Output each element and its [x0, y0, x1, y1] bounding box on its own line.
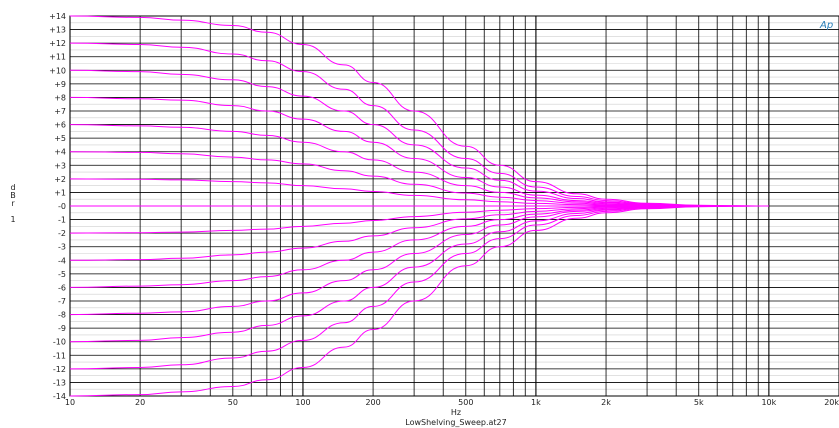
x-tick-label: 10k	[761, 398, 776, 407]
y-axis-label: dBr 1	[10, 183, 16, 224]
y-tick-label: -10	[53, 338, 66, 347]
y-tick-labels: +14 +13 +12 +11 +10 +9 +8 +7 +6 +5 +4 +3 +2 +1 -0 -1 -2 -…	[49, 12, 66, 401]
series-line-0	[69, 15, 769, 207]
x-tick-label: 20k	[824, 398, 839, 407]
y-tick-label: +7	[54, 107, 66, 116]
y-tick-label: -3	[58, 243, 66, 252]
x-axis-label: Hz	[451, 408, 461, 417]
x-tick-label: 20	[135, 398, 145, 407]
y-tick-label: +9	[54, 80, 66, 89]
x-tick-label: 200	[365, 398, 380, 407]
y-axis-label-char: r	[11, 199, 15, 208]
y-axis-label-char: 1	[10, 215, 15, 224]
y-tick-label: +6	[54, 121, 66, 130]
x-tick-label: 100	[295, 398, 310, 407]
y-tick-label: +12	[49, 39, 66, 48]
y-tick-label: -11	[53, 351, 66, 360]
x-tick-label: 2k	[601, 398, 611, 407]
y-tick-label: -14	[53, 392, 66, 401]
y-tick-label: -5	[58, 270, 66, 279]
y-tick-label: -9	[58, 324, 66, 333]
y-axis-label-char: d	[10, 183, 15, 192]
y-tick-label: -7	[58, 297, 66, 306]
y-tick-label: -0	[58, 202, 66, 211]
chart-filename: LowShelving_Sweep.at27	[405, 418, 506, 427]
y-tick-label: +1	[54, 188, 66, 197]
y-tick-label: +4	[54, 148, 66, 157]
y-tick-label: +3	[54, 161, 66, 170]
y-tick-label: +8	[54, 93, 66, 102]
y-tick-label: -8	[58, 311, 66, 320]
series-line-13	[69, 205, 769, 370]
y-tick-label: +11	[49, 53, 66, 62]
series-lines	[69, 15, 769, 397]
y-tick-label: -6	[58, 283, 66, 292]
y-tick-label: +13	[49, 26, 66, 35]
x-tick-labels: 10 20 50 100 200 500 1k 2k 5k 10k 20k	[65, 398, 839, 407]
y-tick-label: +2	[54, 175, 66, 184]
y-tick-label: -2	[58, 229, 66, 238]
y-tick-label: +5	[54, 134, 66, 143]
x-tick-label: 5k	[694, 398, 704, 407]
x-tick-label: 500	[458, 398, 473, 407]
y-axis-label-char: B	[10, 191, 16, 200]
y-tick-label: -13	[53, 378, 66, 387]
y-tick-label: +14	[49, 12, 66, 21]
brand-logo: Ap	[819, 20, 833, 31]
x-tick-label: 50	[228, 398, 238, 407]
y-tick-label: -1	[58, 216, 66, 225]
y-tick-label: -4	[58, 256, 66, 265]
y-tick-label: +10	[49, 66, 66, 75]
series-line-14	[69, 205, 769, 397]
y-tick-label: -12	[53, 365, 66, 374]
x-tick-label: 10	[65, 398, 75, 407]
x-tick-label: 1k	[531, 398, 541, 407]
